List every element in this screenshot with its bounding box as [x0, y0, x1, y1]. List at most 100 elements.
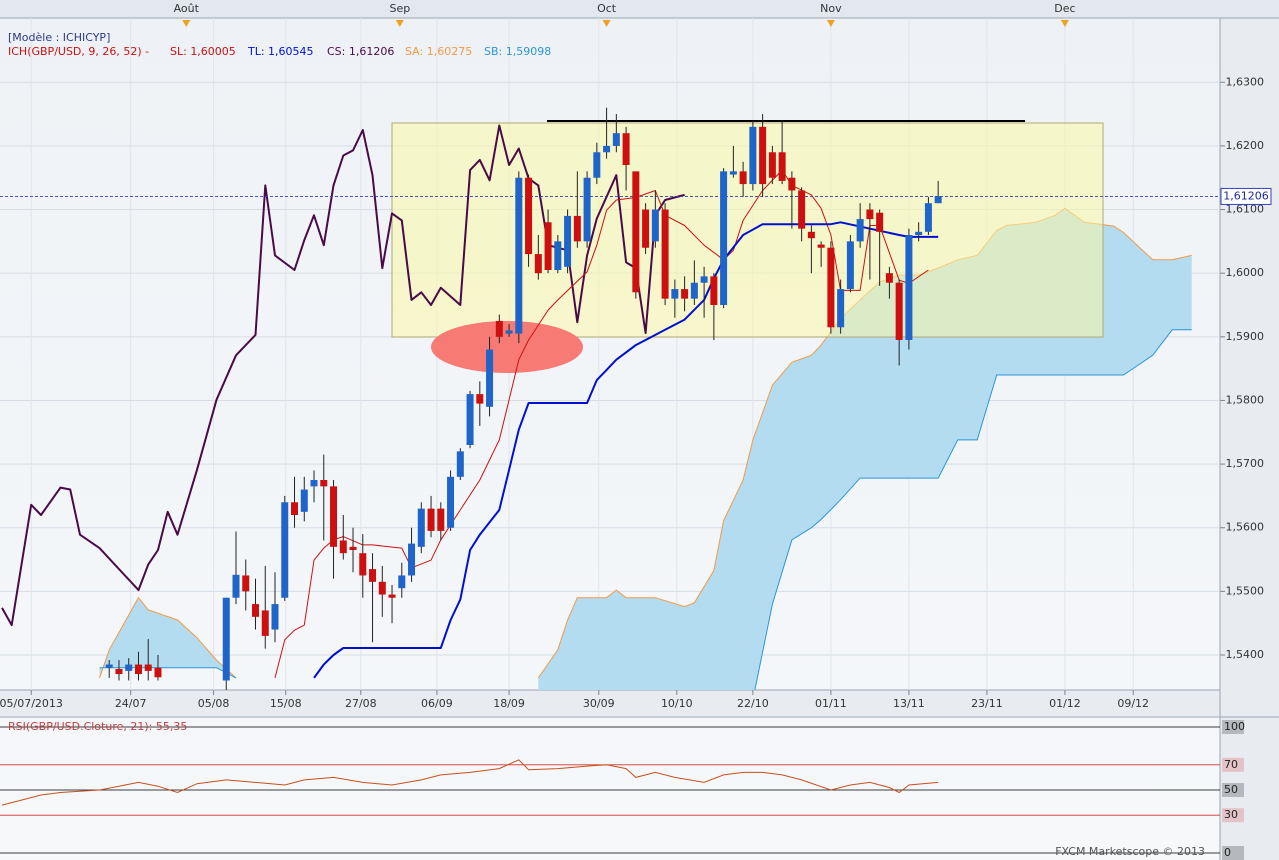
y-tick-label: 1,5400 [1226, 648, 1265, 661]
candle-body [320, 480, 328, 487]
candle-body [798, 190, 806, 229]
month-marker [1060, 20, 1069, 27]
candle-body [915, 231, 923, 235]
candle-body [417, 508, 425, 547]
candle-body [456, 451, 464, 477]
candle-body [427, 508, 435, 531]
candle-body [759, 126, 767, 185]
last-price-label: 1,61206 [1223, 189, 1269, 202]
candle-body [924, 203, 932, 232]
candle-body [252, 604, 260, 617]
y-tick-label: 1,6200 [1226, 139, 1265, 152]
month-marker [395, 20, 404, 27]
x-tick-label: 01/11 [815, 697, 847, 710]
candle-body [729, 171, 737, 175]
candle-body [408, 543, 416, 576]
month-marker [602, 20, 611, 27]
x-tick-label: 13/11 [893, 697, 925, 710]
tl-label: TL: 1,60545 [247, 45, 314, 58]
candle-body [593, 152, 601, 178]
candle-body [583, 177, 591, 242]
candle-body [476, 394, 484, 404]
candle-body [739, 171, 747, 185]
x-tick-label: 01/12 [1049, 697, 1081, 710]
sa-label: SA: 1,60275 [405, 45, 472, 58]
candle-body [437, 508, 445, 531]
candle-body [359, 553, 367, 576]
candle-body [817, 244, 825, 248]
candle-body [447, 476, 455, 528]
x-tick-label: 22/10 [737, 697, 769, 710]
candle-body [612, 133, 620, 146]
candle-body [398, 575, 406, 589]
y-tick-label: 1,5800 [1226, 393, 1265, 406]
last-price-box [1220, 187, 1272, 205]
candle-body [534, 254, 542, 274]
candle-body [554, 241, 562, 270]
y-tick-label: 1,6300 [1226, 75, 1265, 88]
candle-body [856, 219, 864, 242]
indicator-line [1, 124, 685, 627]
candle-body [125, 664, 133, 671]
y-tick-label: 50 [1224, 783, 1238, 796]
level-label-bg [1222, 720, 1244, 734]
candle-body [876, 212, 884, 232]
candle-body [866, 209, 874, 220]
indicator-lines [0, 124, 1220, 679]
candle-body [349, 546, 357, 550]
rsi-line [1, 759, 939, 806]
candle-body [905, 235, 913, 340]
candle-body [720, 171, 728, 305]
x-tick-label: 15/08 [270, 697, 302, 710]
candle-body [661, 209, 669, 299]
month-label: Août [174, 2, 200, 15]
candle-body [310, 480, 318, 487]
y-tick-label: 0 [1224, 846, 1231, 859]
month-strip [0, 0, 1279, 18]
month-label: Nov [820, 2, 842, 15]
candle-body [339, 540, 347, 554]
x-tick-label: 09/12 [1117, 697, 1149, 710]
level-label-bg [1222, 808, 1244, 823]
sb-label: SB: 1,59098 [484, 45, 551, 58]
x-tick-label: 27/08 [345, 697, 377, 710]
axes: 1,5400 1,5500 1,5600 1,5700 1,5800 1,5900 1,60… [0, 2, 1272, 710]
y-tick-label: 100 [1224, 720, 1245, 733]
x-tick-label: 05/08 [198, 697, 230, 710]
level-label-bg [1222, 846, 1244, 860]
candles [105, 107, 942, 690]
candle-body [885, 273, 893, 283]
sl-label: SL: 1,60005 [170, 45, 236, 58]
month-label: Dec [1054, 2, 1075, 15]
candle-body [378, 581, 386, 595]
candle-body [573, 215, 581, 242]
candle-body [232, 574, 240, 598]
model-label: [Modèle : ICHICYP] [8, 31, 110, 44]
candle-body [242, 575, 250, 592]
indicator-line [274, 169, 929, 679]
candle-body [144, 664, 152, 671]
candle-body [895, 282, 903, 340]
candle-body [690, 282, 698, 299]
y-tick-label: 1,5600 [1226, 521, 1265, 534]
candle-body [681, 289, 689, 299]
rsi-title: RSI(GBP/USD.Cloture, 21): 55,35 [8, 720, 187, 733]
cs-label: CS: 1,61206 [327, 45, 394, 58]
month-marker [182, 20, 191, 27]
cloud-fill [99, 597, 236, 678]
candle-body [486, 349, 494, 407]
candle-body [134, 664, 142, 675]
candle-body [222, 597, 230, 681]
y-tick-label: 1,5900 [1226, 330, 1265, 343]
candle-body [115, 669, 123, 675]
x-tick-label: 24/07 [115, 697, 147, 710]
candle-body [105, 664, 113, 668]
candle-body [466, 394, 474, 445]
candle-body [710, 276, 718, 305]
x-tick-label: 10/10 [661, 697, 693, 710]
y-tick-label: 70 [1224, 758, 1238, 771]
highlight-ellipse [431, 321, 583, 373]
footer: FXCM Marketscope © 2013 [1055, 845, 1205, 858]
x-tick-label: 30/09 [583, 697, 615, 710]
